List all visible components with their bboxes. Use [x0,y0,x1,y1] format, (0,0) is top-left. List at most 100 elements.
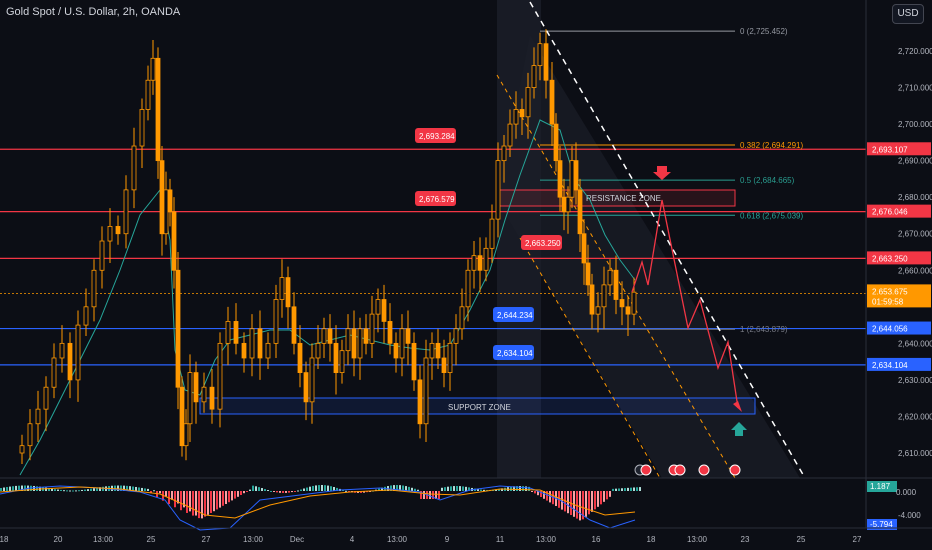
candle-body [613,269,619,300]
line-tag[interactable] [521,235,562,250]
candle-body [159,160,165,235]
candle-body [573,160,579,191]
candle-body [569,160,575,198]
horizontal-lines [0,148,866,366]
projection-path [631,199,739,409]
currency-button[interactable]: USD [892,4,924,24]
histogram-bar [450,486,452,491]
histogram-bar [126,485,128,491]
line-tag-label: 2,663.250 [525,239,561,248]
histogram-bar [468,487,470,491]
histogram-bar [237,491,239,497]
candle-body [435,342,441,359]
event-flag-icon[interactable] [698,464,710,476]
candle-body [561,196,567,213]
histogram-bar [321,485,323,491]
histogram-bar [81,489,83,491]
event-flag-icon[interactable] [674,464,686,476]
event-flag-icon[interactable] [640,464,652,476]
candle-body [83,306,89,326]
candle-body [131,145,137,191]
histogram-bar [615,488,617,491]
histogram-bar [636,487,638,491]
histogram-bar [63,490,65,492]
price-tag-label: 01:59:58 [872,297,904,306]
candle-body [601,284,607,308]
candle-body [387,321,393,344]
symbol-title[interactable]: Gold Spot / U.S. Dollar, 2h, OANDA [6,6,181,18]
histogram-bar [429,491,431,499]
histogram-bar [120,485,122,491]
candle-body [581,233,587,264]
line-tag[interactable] [493,307,534,322]
fib-level-label: 0 (2,725.452) [740,27,788,36]
candle-body [531,65,537,88]
histogram-bar [21,485,23,491]
histogram-bar [12,486,14,491]
histogram-bar [171,491,173,500]
candle-body [217,342,223,410]
price-tag-label: 2,653.675 [872,287,908,296]
candle-body [167,189,173,213]
histogram-bar [537,491,539,496]
line-tag[interactable] [493,345,534,360]
histogram-bar [561,491,563,510]
candle-body [489,218,495,249]
histogram-bar [87,489,89,491]
candle-body [405,328,411,344]
histogram-bar [270,490,272,492]
histogram-bar [198,491,200,519]
line-tag-label: 2,676.579 [419,195,455,204]
histogram-bar [576,491,578,519]
histogram-bar [381,487,383,491]
histogram-bar [465,486,467,491]
histogram-bar [597,491,599,507]
candle-body [411,342,417,381]
channel-shade [497,35,800,478]
histogram-bar [417,489,419,491]
candle-body [209,386,215,410]
projection-arrow [631,166,747,436]
candle-body [507,123,513,147]
price-tag [867,294,931,308]
line-tag[interactable] [415,191,456,206]
fib-level-label: 0.382 (2,694.291) [740,141,803,150]
event-markers[interactable] [634,464,741,476]
histogram-bar [90,488,92,491]
histogram-bar [51,488,53,491]
support-zone-box [199,397,756,415]
histogram-bar [531,491,533,492]
candle-body [345,328,351,352]
fib-retracement: 0 (2,725.452) 0.382 (2,694.291) 0.5 (2,684… [540,27,803,334]
line-tag[interactable] [415,128,456,143]
candle-body [513,109,519,125]
price-tags: 2,693.107 2,676.046 2,663.250 2,653.67501:5… [867,142,931,371]
price-tick-label: 2,720.000 [898,47,932,56]
candle-body [183,423,189,447]
histogram-bar [444,487,446,491]
candle-body [363,328,369,344]
histogram-bar [594,491,596,510]
histogram-bar [441,487,443,491]
histogram-bar [219,491,221,508]
histogram-bar [621,488,623,491]
event-flag-icon[interactable] [729,464,741,476]
histogram-bar [123,485,125,491]
histogram-bar [297,490,299,492]
histogram-bar [0,488,2,491]
down-arrow-icon [653,166,671,180]
histogram-bar [408,486,410,491]
time-axis[interactable]: 18 20 13:00 25 27 13:00 Dec 4 13:00 9 11 13:00 16 18 1… [0,535,862,544]
price-tick-label: 2,620.000 [898,412,932,421]
histogram-bar [477,489,479,491]
histogram-bar [282,491,284,493]
candle-body [399,328,405,359]
time-tick-label: 13:00 [536,535,557,544]
price-tick-label: 2,610.000 [898,449,932,458]
histogram-bar [99,487,101,491]
candle-body [525,87,531,118]
histogram-bar [438,491,440,499]
candle-body [265,342,271,359]
fib-level-label: 1 (2,643.879) [740,325,788,334]
